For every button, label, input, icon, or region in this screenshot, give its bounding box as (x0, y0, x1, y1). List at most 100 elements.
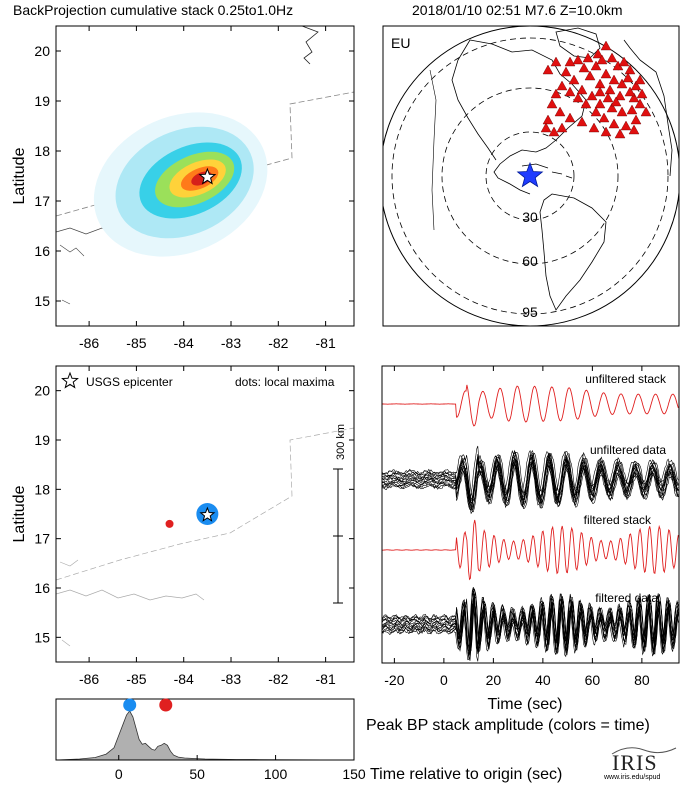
station-triangle (608, 118, 620, 129)
unfiltered-data-trace (382, 462, 679, 515)
filtered-stack-trace (382, 519, 679, 581)
trace-label-unfiltered-data: unfiltered data (590, 443, 666, 457)
axis-c-ytick-label: 20 (34, 383, 50, 399)
axis-c-xtick-label: -81 (316, 671, 336, 687)
panel-station-map: EU 30 60 95 (382, 25, 680, 327)
station-triangle (606, 102, 618, 113)
legend-dots-label: dots: local maxima (235, 375, 335, 389)
station-triangle (590, 106, 602, 117)
axis-c-xtick-label: -85 (126, 671, 146, 687)
unfiltered-data-trace (382, 453, 679, 501)
station-triangle (628, 124, 640, 135)
station-triangle (614, 128, 626, 139)
station-triangle (584, 70, 596, 81)
station-triangle (608, 74, 620, 85)
panel-backprojection: -86 -85 -84 -83 -82 -81 15 16 17 18 19 20 Latitude (11, 25, 355, 351)
unfiltered-stack-trace (382, 384, 679, 427)
iris-logo: IRIS www.iris.edu/spud (603, 747, 677, 781)
axis-a-xtick-label: -84 (174, 335, 194, 351)
station-triangle (628, 92, 640, 103)
right-title: 2018/01/10 02:51 M7.6 Z=10.0km (412, 2, 623, 18)
frame-a (55, 25, 355, 327)
axis-e-xtick-label: 100 (264, 766, 288, 782)
station-triangle (634, 98, 646, 109)
station-triangle (606, 52, 618, 63)
xlabel-d: Time (sec) (488, 696, 563, 713)
coastline-cuba (301, 26, 319, 65)
station-triangle (578, 62, 590, 73)
axis-a-ytick-label: 17 (34, 193, 50, 209)
station-triangle (602, 92, 614, 103)
station-triangle (610, 96, 622, 107)
station-triangle (640, 106, 652, 117)
left-title: BackProjection cumulative stack 0.25to1.… (13, 2, 293, 18)
station-triangle (634, 74, 646, 85)
ring-95 (391, 37, 669, 315)
axis-d-xtick-label: 80 (634, 672, 650, 688)
axis-c-xtick-label: -84 (174, 671, 194, 687)
frame-b (382, 25, 680, 327)
station-triangle (582, 52, 594, 63)
station-triangle (630, 114, 642, 125)
unfiltered-data-trace (382, 463, 679, 513)
station-triangle (576, 116, 588, 127)
axis-d-xtick-label: 20 (486, 672, 502, 688)
legend-epicenter-label: USGS epicenter (86, 375, 173, 389)
south-america-outline (539, 193, 607, 311)
station-triangle (636, 88, 648, 99)
axis-a-xtick-label: -82 (268, 335, 288, 351)
axis-e-xtick-label: 0 (115, 766, 123, 782)
station-triangle (550, 56, 562, 67)
axis-c-ytick-label: 19 (34, 432, 50, 448)
axis-c-xtick-label: -83 (221, 671, 241, 687)
axis-c-xtick-label: -82 (268, 671, 288, 687)
station-triangle (564, 112, 576, 123)
station-triangle (626, 104, 638, 115)
coastline-detail-c (59, 559, 79, 647)
station-triangle (572, 92, 584, 103)
station-triangle (624, 86, 636, 97)
frame-c (55, 365, 355, 663)
ring-label-30: 30 (522, 209, 538, 225)
filtered-data-trace (382, 587, 679, 647)
station-triangle (598, 112, 610, 123)
station-triangle (564, 86, 576, 97)
station-triangle (620, 120, 632, 131)
station-triangle (600, 68, 612, 79)
ylabel-a: Latitude (11, 147, 28, 204)
stations (540, 40, 652, 139)
frame-d (381, 365, 680, 664)
coastline-detail (59, 244, 85, 305)
scale-bar (333, 468, 343, 604)
axis-a-ytick-label: 19 (34, 93, 50, 109)
ring-60 (441, 87, 619, 265)
station-triangle (556, 122, 568, 133)
station-triangle (614, 90, 626, 101)
axis-a-ytick-label: 15 (34, 293, 50, 309)
caribbean-islands (521, 163, 573, 179)
legend-star-icon (61, 371, 79, 389)
station-triangle (580, 98, 592, 109)
axis-a-xtick-label: -81 (316, 335, 336, 351)
filtered-data-trace (382, 590, 679, 653)
axis-c-ytick-label: 16 (34, 580, 50, 596)
waveform-traces (382, 384, 679, 662)
station-triangle (542, 114, 554, 125)
station-triangle (576, 84, 588, 95)
axes-c: -86 -85 -84 -83 -82 -81 15 16 17 18 19 20 (34, 366, 354, 687)
station-triangle (568, 74, 580, 85)
ring-label-60: 60 (522, 253, 538, 269)
station-triangle (600, 126, 612, 137)
station-triangle (550, 88, 562, 99)
station-triangle (590, 60, 602, 71)
north-america-outline (451, 39, 587, 195)
panel-peak-amplitude: 0 50 100 150 Peak BP stack amplitude (color… (55, 698, 650, 783)
epicenter-star-icon (199, 506, 216, 522)
axes-d: -20 0 20 40 60 80 (384, 366, 650, 688)
axis-a-xtick-label: -86 (79, 335, 99, 351)
region-label: EU (391, 35, 410, 51)
ring-30 (485, 131, 575, 221)
scale-bar-label: 300 km (335, 424, 347, 460)
filtered-data-trace (382, 597, 679, 656)
